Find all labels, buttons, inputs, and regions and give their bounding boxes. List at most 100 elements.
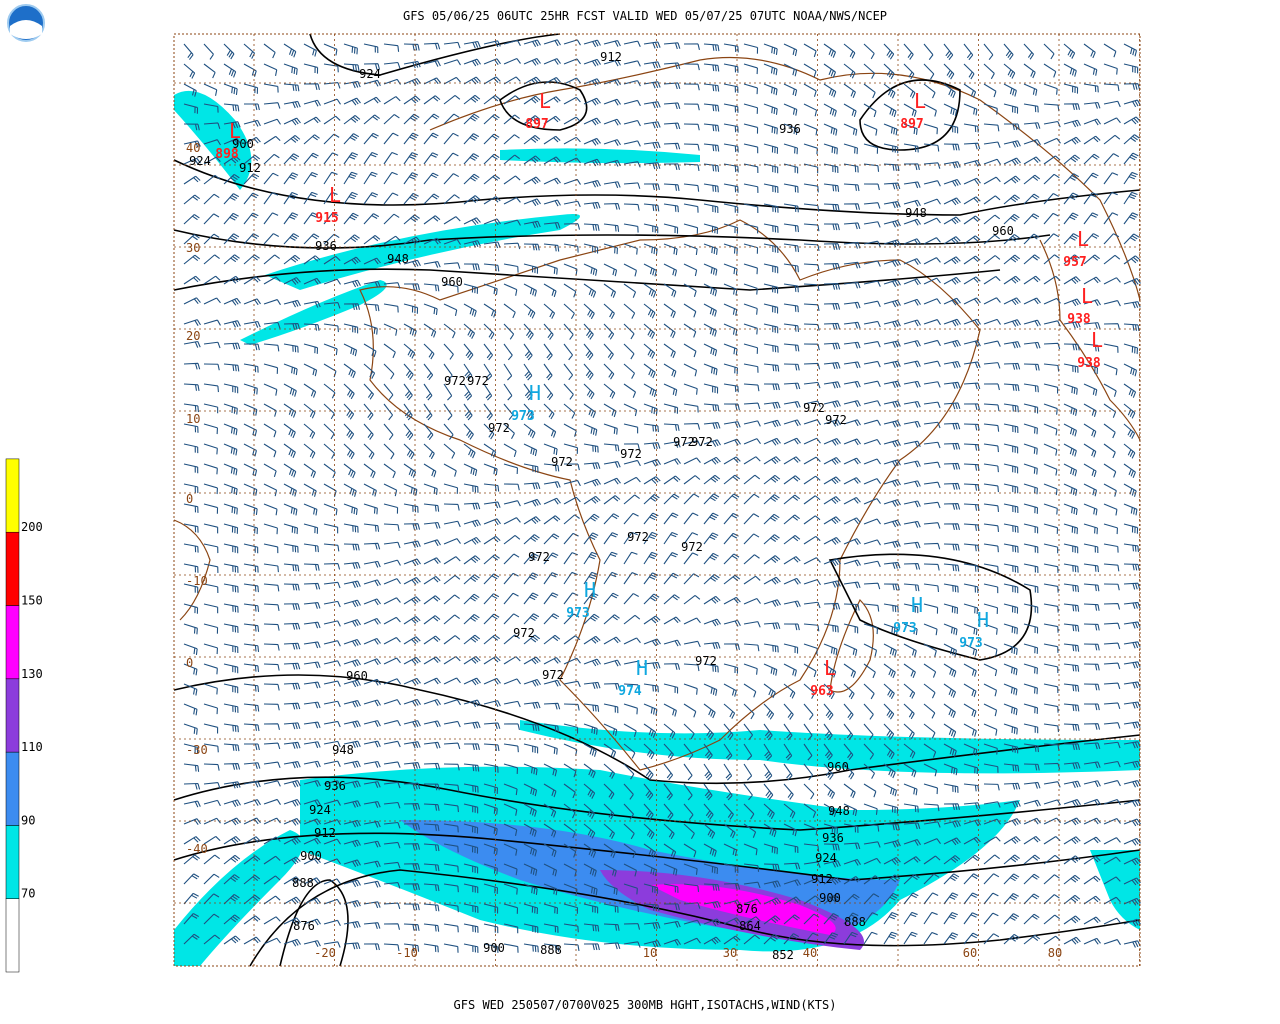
wind-barbs (183, 39, 1141, 953)
colorbar-swatch (5, 458, 20, 533)
wind-barb (823, 580, 841, 588)
wind-barb (623, 823, 635, 840)
wind-barb (683, 383, 698, 395)
wind-barb (403, 823, 421, 830)
wind-barb (763, 123, 778, 135)
wind-barb (503, 843, 518, 856)
wind-barb (1083, 703, 1100, 711)
wind-barb (363, 542, 381, 550)
wind-barb (1083, 563, 1099, 573)
wind-barb (523, 283, 537, 297)
wind-barb (1063, 817, 1081, 826)
wind-barb (523, 863, 538, 876)
wind-barb (683, 573, 700, 585)
wind-barb (823, 516, 841, 525)
wind-barb (663, 493, 680, 505)
wind-barb (423, 403, 433, 421)
wind-barb (1083, 101, 1101, 109)
wind-barb (1083, 503, 1098, 516)
wind-barb (983, 836, 1001, 845)
wind-barb (383, 503, 399, 514)
wind-barb (763, 419, 781, 428)
wind-barb (603, 223, 620, 232)
wind-barb (583, 783, 596, 799)
wind-barb (343, 819, 361, 828)
wind-barb (1123, 134, 1140, 145)
wind-barb (543, 115, 561, 125)
wind-barb (923, 911, 938, 925)
wind-barb (303, 403, 316, 419)
wind-barb (603, 461, 621, 468)
wind-barb (483, 303, 497, 318)
wind-barb (603, 614, 620, 625)
wind-barb (883, 320, 901, 328)
wind-barb (463, 323, 476, 339)
wind-barb (523, 303, 536, 319)
wind-barb (283, 856, 301, 865)
wind-barb (1103, 423, 1116, 439)
contour-label: 972 (467, 374, 489, 388)
wind-barb (903, 340, 921, 347)
wind-barb (623, 551, 638, 565)
wind-barb (663, 920, 681, 928)
wind-barb (863, 763, 876, 779)
wind-barb (483, 153, 500, 165)
wind-barb (363, 658, 381, 666)
wind-barb (683, 863, 698, 875)
wind-barb (363, 171, 378, 185)
wind-barb (363, 740, 381, 748)
wind-barb (863, 103, 877, 118)
wind-barb (263, 383, 278, 396)
wind-barb (1063, 119, 1081, 128)
wind-barb (243, 119, 261, 127)
wind-barb (263, 153, 280, 165)
wind-barb (1063, 915, 1081, 925)
wind-barb (383, 740, 401, 748)
wind-barb (403, 577, 421, 585)
wind-barb (1083, 118, 1101, 126)
wind-barb (723, 438, 741, 446)
wind-barb (243, 463, 258, 477)
wind-barb (1123, 523, 1139, 534)
wind-barb (723, 803, 734, 820)
wind-barb (1083, 299, 1101, 307)
wind-barb (263, 875, 281, 885)
wind-barb (463, 383, 473, 401)
wind-barb (1003, 563, 1019, 573)
wind-barb (1023, 213, 1040, 225)
colorbar-swatch (5, 678, 20, 753)
wind-barb (463, 403, 473, 421)
wind-barb (623, 323, 635, 340)
wind-barb (1103, 939, 1121, 946)
wind-barb (883, 540, 901, 548)
wind-barb (883, 439, 901, 448)
wind-barb (443, 59, 461, 66)
wind-barb (563, 743, 578, 756)
wind-barb (863, 603, 880, 612)
low-mark: L (914, 89, 926, 113)
wind-barb (1003, 782, 1021, 790)
wind-barb (803, 143, 818, 155)
wind-barb (923, 63, 935, 80)
contour-label: 972 (673, 435, 695, 449)
wind-barb (343, 279, 361, 288)
wind-barb (623, 683, 640, 691)
wind-barb (903, 123, 918, 135)
wind-barb (323, 600, 341, 608)
wind-barb (783, 323, 800, 333)
wind-barb (823, 223, 840, 231)
wind-barb (663, 663, 681, 670)
wind-barb (823, 876, 841, 885)
wind-barb (523, 783, 538, 797)
wind-barb (443, 443, 456, 459)
wind-barb (663, 303, 676, 319)
wind-barb (823, 419, 841, 427)
header-title: GFS 05/06/25 06UTC 25HR FCST VALID WED 0… (403, 9, 887, 23)
wind-barb (643, 243, 658, 255)
wind-barb (563, 383, 574, 400)
contour (173, 229, 1051, 249)
wind-barb (1043, 63, 1057, 78)
wind-barb (263, 83, 279, 93)
wind-barb (743, 83, 758, 95)
wind-barb (803, 723, 813, 741)
